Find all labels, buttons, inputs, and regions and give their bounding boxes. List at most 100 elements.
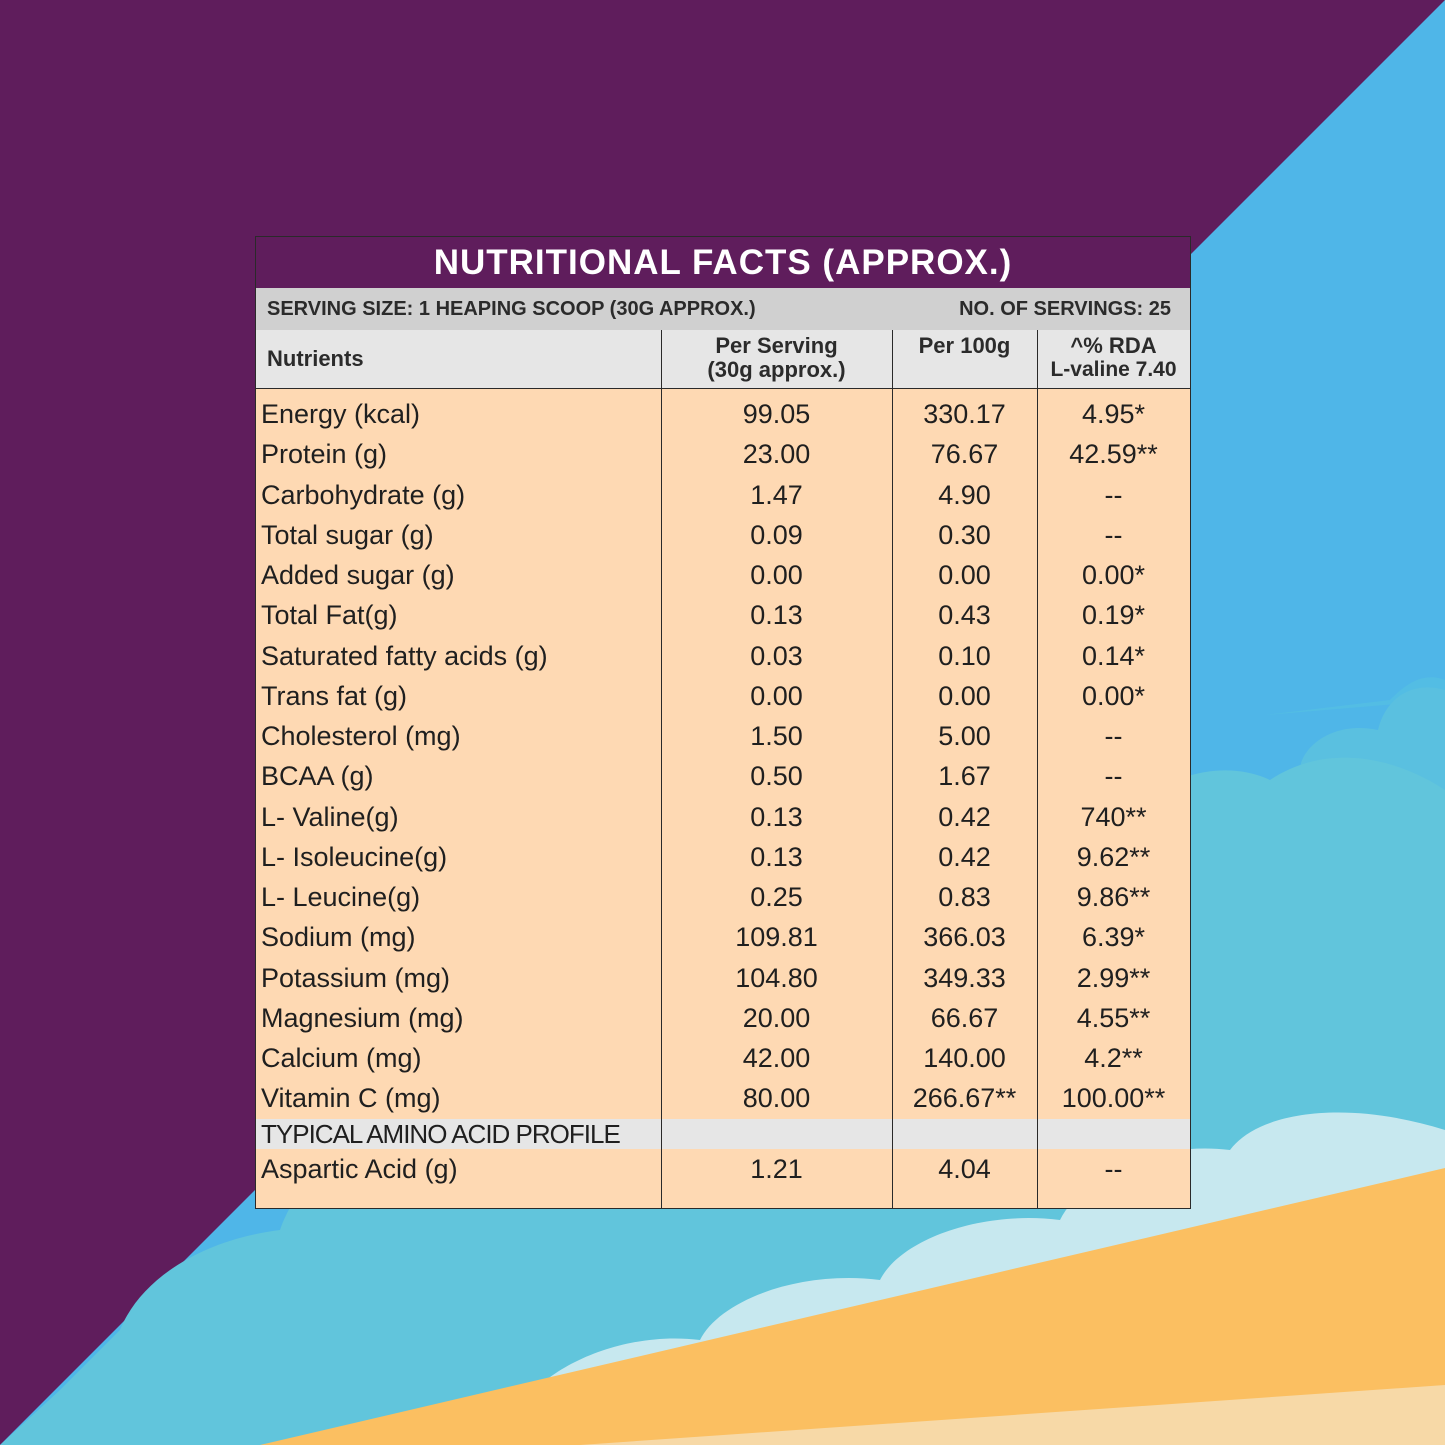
nutrient-row: Saturated fatty acids (g) 0.03 0.10 0.14* (256, 636, 1190, 676)
rda-value: 9.86** (1076, 882, 1151, 912)
nutrient-name: Aspartic Acid (g) (261, 1153, 458, 1184)
nutrient-name: Magnesium (mg) (261, 1002, 464, 1033)
per-serving-value: 42.00 (742, 1043, 811, 1073)
nutrient-name: Protein (g) (261, 439, 388, 470)
rda-value: -- (1104, 519, 1123, 550)
rda-value: 42.59** (1069, 439, 1158, 470)
per-serving-value: 0.25 (750, 882, 803, 912)
nutrient-row: Magnesium (mg) 20.00 66.67 4.55** (256, 998, 1190, 1038)
per-100g-value: 330.17 (923, 399, 1006, 429)
header-rda-line2: L-valine 7.40 (1050, 358, 1177, 381)
nutrient-row: BCAA (g) 0.50 1.67 -- (256, 756, 1190, 796)
per-serving-value: 0.50 (750, 761, 803, 792)
rda-value: 0.00* (1081, 680, 1146, 711)
per-serving-value: 0.00 (750, 560, 803, 590)
header-rda: ^% RDA L-valine 7.40 (1037, 330, 1190, 388)
nutrient-row: Added sugar (g) 0.00 0.00 0.00* (256, 555, 1190, 595)
servings-count-label: NO. OF SERVINGS: 25 (959, 298, 1171, 320)
nutrient-name: Vitamin C (mg) (261, 1083, 441, 1114)
nutrient-name: Carbohydrate (g) (261, 479, 466, 510)
rda-value: -- (1104, 761, 1123, 792)
rda-value: -- (1104, 721, 1123, 751)
per-serving-value: 0.13 (750, 600, 803, 631)
nutrient-row: Calcium (mg) 42.00 140.00 4.2** (256, 1038, 1190, 1078)
nutrient-name: Cholesterol (mg) (261, 721, 461, 751)
per-100g-value: 0.42 (938, 841, 991, 872)
nutrient-name: Saturated fatty acids (g) (261, 640, 548, 671)
nutrient-row: Total Fat(g) 0.13 0.43 0.19* (256, 595, 1190, 635)
amino-acid-row-list: Aspartic Acid (g) 1.21 4.04 -- (256, 1149, 1190, 1189)
per-serving-value: 0.03 (750, 640, 803, 671)
per-serving-value: 104.80 (735, 962, 818, 993)
per-100g-value: 140.00 (923, 1043, 1006, 1073)
orange-band (260, 1168, 1445, 1445)
nutrient-name: L- Valine(g) (261, 801, 399, 832)
nutrient-name: L- Leucine(g) (261, 882, 421, 912)
nutrient-row: Energy (kcal) 99.05 330.17 4.95* (256, 394, 1190, 434)
per-100g-value: 76.67 (930, 439, 999, 470)
per-100g-value: 0.10 (938, 640, 991, 671)
per-100g-value: 5.00 (938, 721, 991, 751)
per-100g-value: 0.83 (938, 882, 991, 912)
nutrient-row: L- Leucine(g) 0.25 0.83 9.86** (256, 877, 1190, 917)
per-100g-value: 1.67 (938, 761, 991, 792)
cream-band (580, 1385, 1445, 1445)
nutrient-row-list: Energy (kcal) 99.05 330.17 4.95* Protein (g)… (256, 394, 1190, 1119)
header-per-serving-line2: (30g approx.) (707, 357, 846, 382)
rda-value: 6.39* (1081, 922, 1146, 953)
per-100g-value: 266.67** (912, 1083, 1017, 1114)
serving-size-label: SERVING SIZE: 1 HEAPING SCOOP (30G APPRO… (267, 298, 756, 320)
per-100g-value: 0.00 (938, 680, 991, 711)
rda-value: 4.2** (1084, 1043, 1143, 1073)
rda-value: 0.00* (1081, 560, 1146, 590)
per-100g-value: 0.42 (938, 801, 991, 832)
per-serving-value: 0.09 (750, 519, 803, 550)
per-serving-value: 0.00 (750, 680, 803, 711)
per-serving-value: 1.21 (750, 1153, 803, 1184)
amino-acid-section-header: TYPICAL AMINO ACID PROFILE (256, 1118, 1190, 1149)
header-per-100g-label: Per 100g (918, 333, 1011, 358)
column-divider (1037, 330, 1038, 1208)
per-100g-value: 0.43 (938, 600, 991, 631)
rda-value: 4.55** (1076, 1002, 1151, 1033)
per-serving-value: 20.00 (742, 1002, 811, 1033)
column-divider (661, 330, 662, 1208)
nutrient-row: Potassium (mg) 104.80 349.33 2.99** (256, 958, 1190, 998)
header-per-100g: Per 100g (892, 330, 1037, 388)
column-divider (892, 330, 893, 1208)
nutrient-name: Added sugar (g) (261, 560, 455, 590)
per-100g-value: 4.90 (938, 479, 991, 510)
rda-value: 740** (1080, 801, 1147, 832)
nutrient-name: Total Fat(g) (261, 600, 398, 631)
rda-value: 2.99** (1076, 962, 1151, 993)
nutrition-facts-table: NUTRITIONAL FACTS (APPROX.) SERVING SIZE… (255, 236, 1191, 1209)
per-100g-value: 0.00 (938, 560, 991, 590)
rda-value: 9.62** (1076, 841, 1151, 872)
nutrient-name: BCAA (g) (261, 761, 374, 792)
per-100g-value: 366.03 (923, 922, 1006, 953)
header-nutrients: Nutrients (267, 346, 364, 371)
nutrient-name: Trans fat (g) (261, 680, 408, 711)
nutrient-row: L- Valine(g) 0.13 0.42 740** (256, 797, 1190, 837)
rda-value: -- (1104, 1153, 1123, 1184)
nutrient-row: Vitamin C (mg) 80.00 266.67** 100.00** (256, 1078, 1190, 1118)
header-per-serving-line1: Per Serving (715, 333, 838, 358)
nutrient-row: Cholesterol (mg) 1.50 5.00 -- (256, 716, 1190, 756)
rda-value: 0.19* (1081, 600, 1146, 631)
per-100g-value: 0.30 (938, 519, 991, 550)
per-serving-value: 0.13 (750, 841, 803, 872)
nutrient-name: Sodium (mg) (261, 922, 416, 953)
nutrient-row: Carbohydrate (g) 1.47 4.90 -- (256, 475, 1190, 515)
table-title: NUTRITIONAL FACTS (APPROX.) (256, 237, 1190, 288)
rda-value: 100.00** (1061, 1083, 1166, 1114)
per-serving-value: 109.81 (735, 922, 818, 953)
nutrient-name: Energy (kcal) (261, 399, 421, 429)
nutrient-rows: Energy (kcal) 99.05 330.17 4.95* Protein (g)… (256, 389, 1190, 1189)
per-serving-value: 23.00 (742, 439, 811, 470)
header-rda-line1: ^% RDA (1070, 333, 1157, 358)
per-serving-value: 0.13 (750, 801, 803, 832)
nutrient-row: Sodium (mg) 109.81 366.03 6.39* (256, 917, 1190, 957)
nutrient-row: L- Isoleucine(g) 0.13 0.42 9.62** (256, 837, 1190, 877)
nutrient-row: Trans fat (g) 0.00 0.00 0.00* (256, 676, 1190, 716)
nutrient-name: L- Isoleucine(g) (261, 841, 448, 872)
